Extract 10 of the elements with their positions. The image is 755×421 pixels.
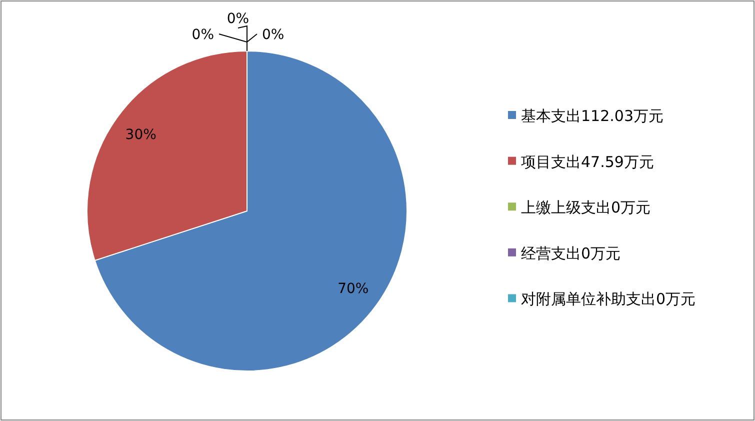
legend-label: 上缴上级支出0万元	[521, 198, 651, 217]
data-label: 30%	[125, 126, 156, 143]
legend-label: 对附属单位补助支出0万元	[521, 290, 696, 308]
legend-label: 项目支出47.59万元	[521, 152, 654, 171]
legend-label: 经营支出0万元	[521, 244, 621, 262]
data-label: 70%	[338, 281, 369, 298]
text: 0%	[192, 27, 214, 43]
text: 0%	[262, 27, 284, 43]
legend-label: 基本支出112.03万元	[521, 107, 664, 125]
text: 0%	[226, 11, 250, 27]
